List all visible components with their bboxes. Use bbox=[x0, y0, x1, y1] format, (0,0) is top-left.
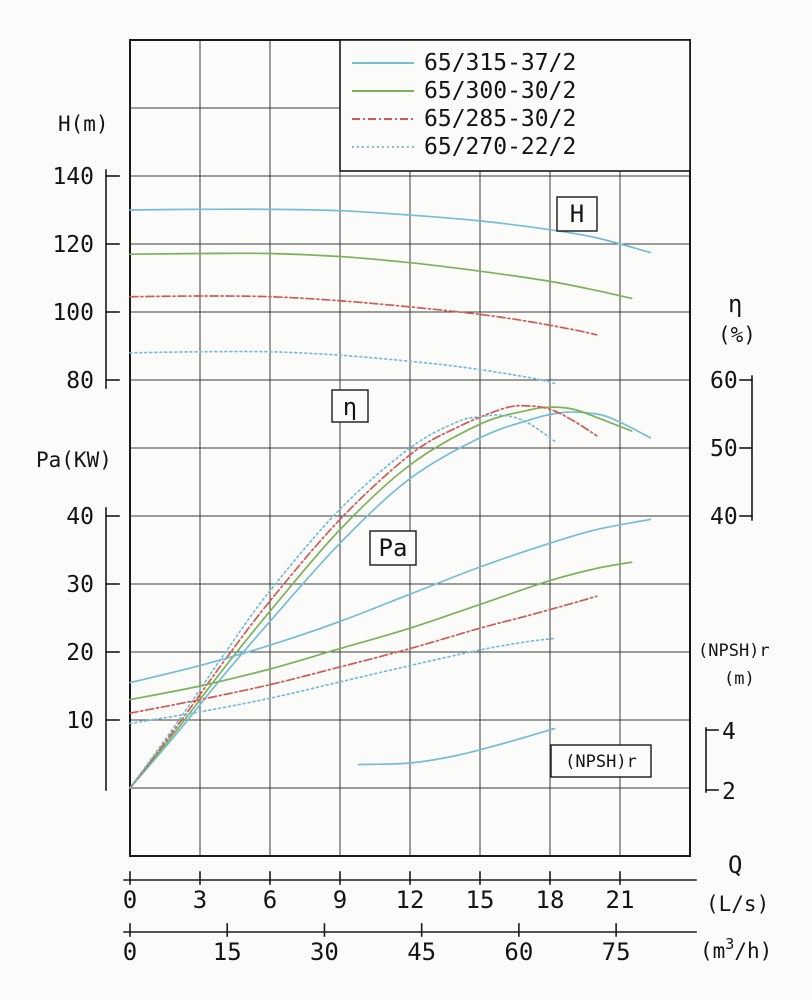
curve-eta-65-270-22-2 bbox=[129, 414, 556, 789]
npsh-label-text: (NPSH)r bbox=[565, 752, 637, 772]
curve-Pa-65-270-22-2 bbox=[129, 637, 556, 725]
curve-Pa-65-300-30-2 bbox=[129, 561, 633, 701]
eta-label-text: η bbox=[343, 393, 357, 421]
eta-tick-label: 60 bbox=[710, 368, 738, 394]
plot-grid bbox=[130, 40, 690, 856]
pa-axis-title: Pa(KW) bbox=[36, 448, 112, 472]
curve-eta-65-285-30-2 bbox=[129, 404, 598, 789]
q-m3h-tick-label: 30 bbox=[310, 938, 339, 966]
m3h-suffix: /h) bbox=[734, 939, 772, 963]
q-m3h-tick-label: 75 bbox=[602, 938, 631, 966]
pa-tick-label: 40 bbox=[66, 504, 94, 530]
legend: 65/315-37/265/300-30/265/285-30/265/270-… bbox=[352, 50, 576, 160]
curve-eta-65-300-30-2 bbox=[129, 406, 633, 789]
curve-Pa-65-285-30-2 bbox=[129, 595, 598, 715]
npsh-axis-title: (NPSH)r bbox=[698, 641, 770, 661]
m3h-prefix: (m bbox=[700, 939, 725, 963]
q-axis-unit-m3h: (m3/h) bbox=[700, 935, 772, 963]
pa-label-box bbox=[369, 530, 417, 566]
eta-tick-label: 50 bbox=[710, 436, 738, 462]
eta-tick-label: 40 bbox=[710, 504, 738, 530]
h-curve-label: H bbox=[556, 196, 598, 232]
q-axis-title: Q bbox=[728, 851, 742, 879]
q-ls-tick-label: 9 bbox=[333, 886, 347, 914]
q-ls-tick-label: 15 bbox=[466, 886, 495, 914]
eta-label-box bbox=[331, 389, 369, 423]
q-ls-tick-label: 12 bbox=[396, 886, 425, 914]
q-ls-tick-label: 18 bbox=[536, 886, 565, 914]
pa-curve-label: Pa bbox=[369, 530, 417, 566]
q-ls-tick-label: 21 bbox=[606, 886, 635, 914]
q-m3h-tick-label: 60 bbox=[504, 938, 533, 966]
eta-curve-label: η bbox=[331, 389, 369, 423]
q-m3h-tick-label: 15 bbox=[213, 938, 242, 966]
curve-H-65-315-37-2 bbox=[129, 208, 652, 254]
h-label-box bbox=[556, 196, 598, 232]
curve-NPSH-65-315-37-2 bbox=[357, 727, 556, 766]
h-tick-label: 100 bbox=[52, 300, 94, 326]
h-tick-label: 140 bbox=[52, 164, 94, 190]
h-axis-title: H(m) bbox=[58, 112, 109, 136]
npsh-curve-label: (NPSH)r bbox=[550, 744, 652, 778]
curve-Pa-65-315-37-2 bbox=[129, 518, 652, 684]
legend-item-label: 65/315-37/2 bbox=[424, 50, 576, 76]
h-tick-label: 120 bbox=[52, 232, 94, 258]
q-ls-tick-label: 0 bbox=[123, 886, 137, 914]
npsh-label-box bbox=[550, 744, 652, 778]
eta-axis-title: η bbox=[728, 290, 742, 318]
npsh-axis-unit: (m) bbox=[724, 669, 755, 689]
legend-item-label: 65/300-30/2 bbox=[424, 78, 576, 104]
pa-label-text: Pa bbox=[379, 534, 408, 562]
legend-item-label: 65/270-22/2 bbox=[424, 134, 576, 160]
npsh-tick-label: 4 bbox=[722, 719, 736, 745]
q-axis-unit-ls: (L/s) bbox=[706, 892, 769, 916]
curve-H-65-270-22-2 bbox=[129, 350, 556, 385]
npsh-tick-label: 2 bbox=[722, 779, 736, 805]
eta-axis-unit: (%) bbox=[718, 323, 756, 347]
m3h-superscript: 3 bbox=[725, 935, 734, 953]
h-label-text: H bbox=[570, 200, 584, 228]
q-m3h-tick-label: 45 bbox=[407, 938, 436, 966]
q-ls-tick-label: 3 bbox=[193, 886, 207, 914]
legend-item-label: 65/285-30/2 bbox=[424, 106, 576, 132]
legend-box bbox=[339, 39, 691, 172]
h-tick-label: 80 bbox=[66, 368, 94, 394]
curves-layer bbox=[129, 208, 652, 789]
pa-tick-label: 20 bbox=[66, 640, 94, 666]
pa-tick-label: 10 bbox=[66, 708, 94, 734]
pa-tick-label: 30 bbox=[66, 572, 94, 598]
q-m3h-tick-label: 0 bbox=[123, 938, 137, 966]
curve-H-65-300-30-2 bbox=[129, 252, 633, 300]
q-ls-tick-label: 6 bbox=[263, 886, 277, 914]
curve-H-65-285-30-2 bbox=[129, 295, 598, 336]
